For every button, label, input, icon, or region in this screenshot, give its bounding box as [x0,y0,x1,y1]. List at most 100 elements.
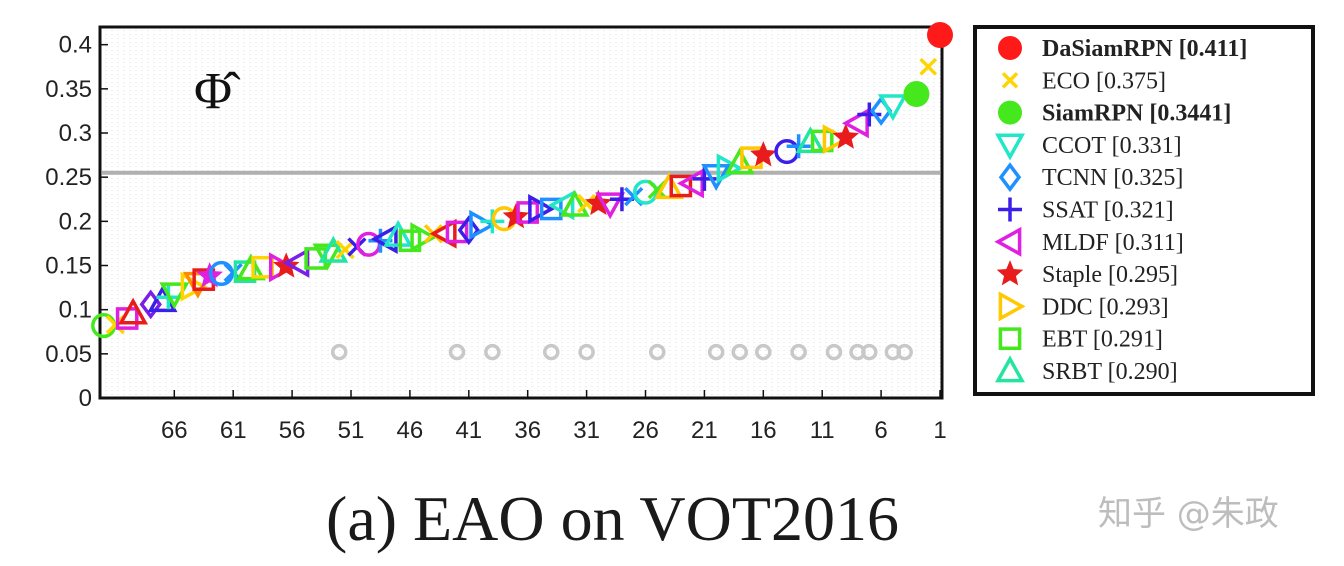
chart-caption: (a) EAO on VOT2016 [326,483,899,554]
legend-label: DDC [0.293] [1042,294,1169,320]
watermark: 知乎 @朱政 [1098,494,1279,534]
data-point [810,129,834,153]
data-point [383,219,414,247]
data-point [595,192,626,220]
legend-marker [996,260,1024,286]
data-point [235,253,266,281]
data-point [469,209,497,240]
grid-dots [105,30,941,395]
baseline-marker [731,343,748,361]
data-point [445,220,469,244]
x-tick-label: 46 [397,417,424,444]
baseline-marker [578,343,595,361]
legend-label: DaSiamRPN [0.411] [1042,36,1247,62]
data-point [832,123,860,149]
legend-label: SSAT [0.321] [1042,198,1174,224]
data-point [312,243,343,271]
x-tick-label: 16 [750,417,777,444]
data-point [919,57,938,76]
legend-label: SiamRPN [0.3441] [1042,101,1231,127]
legend-marker [998,36,1022,60]
data-point [410,222,438,253]
legend-label: ECO [0.375] [1042,68,1166,94]
baseline-marker [861,343,878,361]
data-point [272,252,300,278]
x-tick-label: 36 [514,417,541,444]
baseline-marker [543,343,560,361]
y-tick-label: 0.15 [45,253,92,280]
y-tick-label: 0.2 [59,208,92,235]
x-tick-label: 56 [279,417,306,444]
y-tick-label: 0 [79,385,92,412]
data-point [159,282,190,310]
y-tick-label: 0.05 [45,341,92,368]
data-point [547,190,575,221]
y-tick-label: 0.35 [45,76,92,103]
data-point [457,215,480,246]
baseline-marker [755,343,772,361]
legend-label: EBT [0.291] [1042,327,1163,353]
data-point [927,21,953,48]
legend-marker [998,291,1026,322]
data-point [750,141,777,167]
legend-marker [998,100,1022,125]
data-point [398,229,422,253]
y-tick-label: 0.25 [45,164,92,191]
data-point [903,81,930,108]
x-tick-label: 41 [455,417,482,444]
data-point [786,134,811,159]
legend-marker [1001,72,1019,89]
legend-marker [995,133,1025,161]
x-tick-label: 31 [573,417,600,444]
x-tick-label: 11 [810,417,835,444]
data-points [91,21,953,339]
legend-label: SRBT [0.290] [1042,359,1178,385]
data-point [516,201,540,224]
x-tick-label: 51 [338,417,365,444]
legend-marker [998,197,1022,222]
data-point [105,315,126,335]
baseline-markers [330,343,913,361]
y-tick-label: 0.3 [59,120,92,147]
legend-label: CCOT [0.331] [1042,133,1182,159]
legend-marker [994,226,1022,257]
x-tick-label: 1 [933,417,946,444]
x-tick-label: 66 [161,417,188,444]
data-point [877,94,908,122]
baseline-marker [896,343,913,361]
data-point [559,189,590,217]
data-point [318,235,349,263]
x-tick-label: 26 [632,417,659,444]
y-tick-label: 0.1 [59,297,92,324]
legend: DaSiamRPN [0.411] ECO [0.375] SiamRPN [0.3… [994,36,1247,385]
baseline-marker [649,343,666,361]
legend-label: MLDF [0.311] [1042,230,1184,256]
baseline-marker [707,343,725,361]
legend-marker [995,355,1025,383]
x-axis: 66 61 56 51 46 41 36 31 26 21 16 11 6 1 [161,390,947,444]
x-tick-label: 61 [220,417,247,444]
y-tick-label: 0.4 [59,32,92,59]
data-point [654,172,685,200]
baseline-marker [330,343,348,361]
data-point [857,102,882,127]
legend-box [973,25,1315,396]
data-point [669,174,693,198]
legend-label: TCNN [0.325] [1042,165,1183,191]
data-point [118,297,149,325]
legend-label: Staple [0.295] [1042,262,1178,288]
x-tick-label: 6 [874,417,887,444]
data-point [795,126,826,154]
baseline-marker [448,343,466,361]
legend-marker [998,162,1022,193]
baseline-marker [484,343,501,361]
data-point [677,168,704,199]
baseline-marker [825,343,843,361]
baseline-marker [790,343,807,361]
legend-marker [998,327,1022,351]
x-tick-label: 21 [691,417,718,444]
data-point [429,218,457,249]
y-axis: 0 0.05 0.1 0.15 0.2 0.25 0.3 0.35 0.4 [45,32,108,412]
data-point [841,108,869,139]
